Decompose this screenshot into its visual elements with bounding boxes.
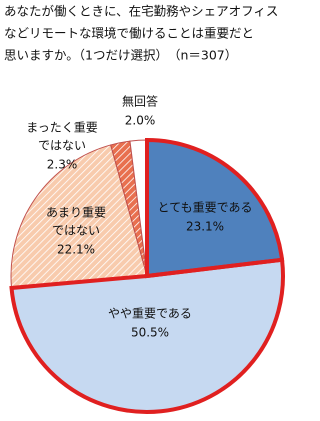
slice-label: やや重要である: [108, 307, 192, 321]
value-label: 22.1%: [57, 243, 95, 257]
chart-title: あなたが働くときに、在宅勤務やシェアオフィス: [4, 4, 278, 19]
slice-label: 無回答: [122, 94, 158, 109]
chart-title: 思いますか。（1つだけ選択） （n＝307）: [4, 48, 237, 63]
slice-label: まったく重要: [26, 121, 98, 135]
slice-label: ではない: [52, 224, 100, 238]
chart-title: などリモートな環境で働けることは重要だと: [4, 26, 254, 41]
value-label: 2.3%: [47, 158, 78, 172]
pie-slice: [10, 144, 148, 289]
slice-highlight: [145, 137, 285, 279]
slice-label: ではない: [38, 139, 86, 153]
chart: あなたが働くときに、在宅勤務やシェアオフィス などリモートな環境で働けることは重…: [4, 4, 285, 414]
slice-label: あまり重要: [46, 206, 106, 220]
slice-highlight: [9, 257, 285, 414]
value-label: 23.1%: [186, 220, 224, 234]
value-label: 50.5%: [131, 326, 169, 340]
value-label: 2.0%: [125, 114, 156, 128]
slice-label: とても重要である: [158, 201, 253, 215]
